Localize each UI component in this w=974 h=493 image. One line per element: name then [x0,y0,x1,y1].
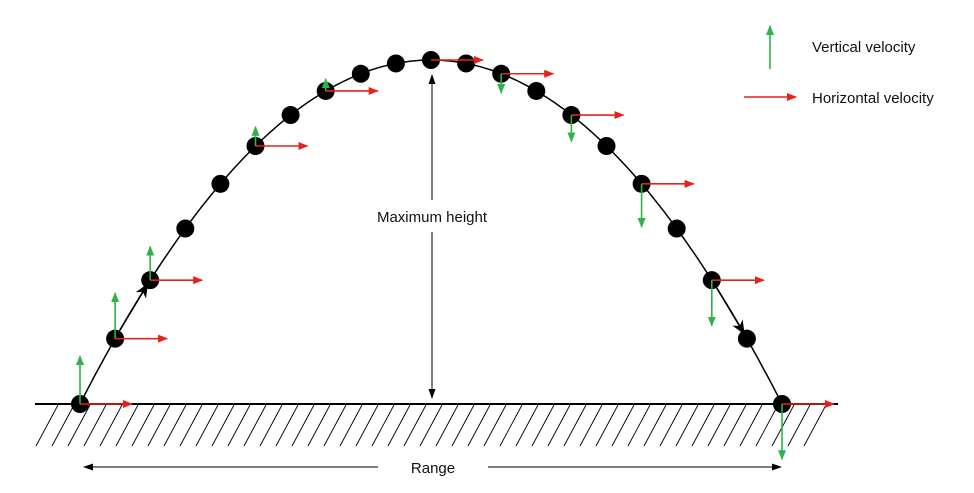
hatch-line [499,404,523,447]
hatch-line [531,404,555,447]
hatch-line [115,404,139,447]
hatch-line [99,404,123,447]
projectile-ball [211,174,230,193]
velocity-arrows [76,56,835,461]
projectile-ball [457,54,476,73]
hatch-line [67,404,91,447]
hatch-line [243,404,267,447]
direction-arrows [119,283,745,335]
hatch-line [675,404,699,447]
projectile-ball [597,137,616,155]
hatch-line [739,404,763,447]
hatch-line [195,404,219,447]
hatch-line [291,404,315,447]
hatch-line [163,404,187,447]
projectile-ball [351,64,370,83]
hatch-line [643,404,667,447]
hatch-line [147,404,171,447]
hatch-line [483,404,507,447]
hatch-line [755,404,779,447]
hatch-line [611,404,635,447]
legend: Vertical velocity Horizontal velocity [744,25,934,107]
hatch-line [83,404,107,447]
hatch-line [323,404,347,447]
hatch-line [371,404,395,447]
projectile-ball [527,81,546,100]
projectile-positions [71,51,791,413]
legend-vertical-label: Vertical velocity [812,39,916,56]
hatch-line [51,404,75,447]
range-indicator: Range [83,460,782,477]
hatch-line [227,404,251,447]
projectile-ball [737,329,756,348]
hatch-line [691,404,715,447]
hatch-line [419,404,443,447]
hatch-line [595,404,619,447]
hatch-line [339,404,363,447]
hatch-line [387,404,411,447]
hatch-line [259,404,283,447]
projectile-ball [667,219,686,238]
hatch-line [131,404,155,447]
max-height-label: Maximum height [377,209,488,226]
hatch-line [467,404,491,447]
hatch-line [771,404,795,447]
hatch-line [723,404,747,447]
hatch-line [787,404,811,447]
hatch-line [579,404,603,447]
range-label: Range [411,460,455,477]
projectile-ball [281,106,300,125]
ground-hatching [35,404,827,447]
projectile-ball [176,219,195,238]
hatch-line [35,404,59,447]
hatch-line [707,404,731,447]
hatch-line [275,404,299,447]
hatch-line [547,404,571,447]
hatch-line [403,404,427,447]
hatch-line [179,404,203,447]
projectile-ball [386,54,405,73]
hatch-line [355,404,379,447]
hatch-line [307,404,331,447]
ground [35,403,838,447]
hatch-line [659,404,683,447]
direction-arrow [716,288,745,335]
max-height-indicator: Maximum height [377,74,488,399]
hatch-line [563,404,587,447]
hatch-line [211,404,235,447]
direction-arrow [119,283,149,330]
hatch-line [803,404,827,447]
legend-horizontal-label: Horizontal velocity [812,90,934,107]
hatch-line [515,404,539,447]
hatch-line [451,404,475,447]
hatch-line [435,404,459,447]
hatch-line [627,404,651,447]
